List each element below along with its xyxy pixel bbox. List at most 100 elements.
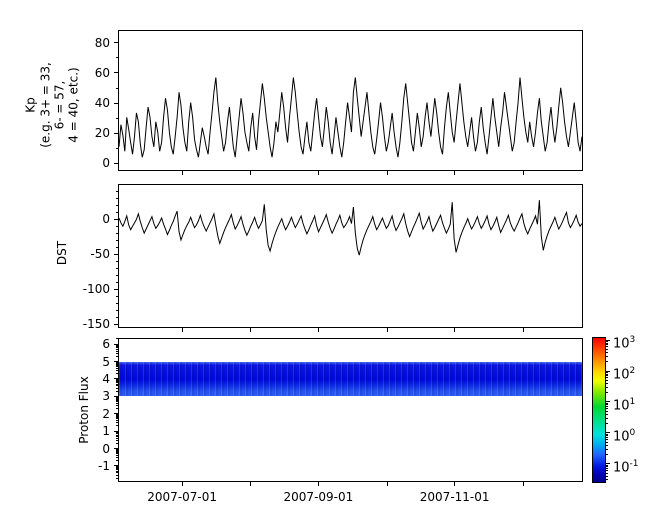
y-tick-minor — [116, 460, 118, 462]
x-tick-month — [387, 328, 389, 332]
colorbar-tick-minor — [606, 348, 608, 350]
y-tick-label: 5 — [102, 354, 110, 369]
flux-colorbar — [592, 337, 606, 483]
y-tick-minor — [116, 387, 118, 389]
y-tick-minor — [116, 211, 118, 213]
colorbar-tick-minor — [606, 413, 608, 415]
colorbar-tick-minor — [606, 410, 608, 412]
y-tick-minor — [116, 417, 118, 419]
y-tick-minor — [116, 404, 118, 406]
colorbar-tick-minor — [606, 454, 608, 455]
y-tick-label: -1 — [98, 458, 110, 473]
y-tick-minor — [116, 420, 118, 422]
colorbar-exponent: 3 — [629, 335, 636, 346]
colorbar-tick-minor — [606, 444, 608, 446]
colorbar-tick-minor — [606, 361, 608, 363]
x-tick-month — [523, 171, 525, 175]
colorbar-tick-minor — [606, 479, 608, 481]
y-tick-minor — [116, 418, 118, 420]
y-tick-minor — [116, 414, 118, 416]
y-tick-minor — [116, 399, 118, 401]
y-tick-minor — [116, 57, 118, 59]
colorbar-tick-minor — [606, 406, 608, 408]
y-tick-minor — [116, 295, 118, 297]
colorbar-tick-minor — [606, 379, 608, 381]
y-tick-major — [114, 253, 118, 255]
proton-flux-heatmap-band — [119, 361, 582, 397]
y-tick-minor — [116, 449, 118, 451]
y-tick-minor — [116, 382, 118, 384]
y-tick-label: 2 — [102, 406, 110, 421]
x-tick-month — [317, 482, 319, 486]
colorbar-exponent: -1 — [629, 458, 639, 469]
y-tick-label: 60 — [94, 65, 110, 80]
colorbar-tick-minor — [606, 377, 608, 379]
y-tick-minor — [116, 239, 118, 241]
colorbar-tick-minor — [606, 342, 608, 344]
y-tick-minor — [116, 396, 118, 398]
y-tick-minor — [116, 370, 118, 372]
heatmap-stripe-texture — [119, 361, 582, 397]
y-tick-label: 3 — [102, 389, 110, 404]
y-tick-minor — [116, 448, 118, 450]
y-tick-minor — [116, 435, 118, 437]
colorbar-tick-label: 10-1 — [613, 458, 639, 476]
y-tick-minor — [116, 422, 118, 424]
x-tick-month — [454, 482, 456, 486]
colorbar-tick-minor — [606, 448, 608, 450]
kp-series-line — [119, 31, 582, 170]
x-tick-month — [181, 328, 183, 332]
colorbar-tick-minor — [606, 351, 608, 353]
y-tick-minor — [116, 397, 118, 399]
y-tick-minor — [116, 147, 118, 149]
y-tick-minor — [116, 381, 118, 383]
y-tick-minor — [116, 281, 118, 283]
colorbar-tick-label: 101 — [613, 396, 636, 414]
colorbar-exponent: 0 — [629, 427, 636, 438]
y-tick-minor — [116, 425, 118, 427]
y-tick-minor — [116, 450, 118, 452]
y-tick-major — [114, 42, 118, 44]
x-tick-month — [249, 482, 251, 486]
y-tick-minor — [116, 468, 118, 470]
colorbar-tick-major — [606, 463, 610, 465]
y-tick-minor — [116, 363, 118, 365]
x-tick-month — [454, 328, 456, 332]
y-tick-minor — [116, 469, 118, 471]
colorbar-tick-minor — [606, 435, 608, 437]
y-tick-major — [114, 102, 118, 104]
y-tick-label: 80 — [94, 35, 110, 50]
y-tick-minor — [116, 274, 118, 276]
colorbar-exponent: 1 — [629, 396, 636, 407]
x-tick-month — [523, 328, 525, 332]
y-tick-label: 1 — [102, 424, 110, 439]
y-tick-minor — [116, 414, 118, 416]
y-tick-minor — [116, 355, 118, 357]
y-tick-major — [114, 448, 118, 450]
x-tick-date-label: 2007-11-01 — [419, 490, 490, 504]
kp-index-polyline — [119, 77, 582, 157]
y-tick-minor — [116, 117, 118, 119]
y-tick-minor — [116, 366, 118, 368]
colorbar-tick-minor — [606, 375, 608, 377]
y-tick-minor — [116, 390, 118, 392]
y-tick-minor — [116, 346, 118, 348]
y-tick-label: -150 — [82, 317, 110, 332]
y-tick-label: 6 — [102, 337, 110, 352]
y-tick-label: 4 — [102, 371, 110, 386]
y-tick-minor — [116, 190, 118, 192]
y-tick-minor — [116, 454, 118, 456]
y-tick-major — [114, 323, 118, 325]
colorbar-tick-label: 100 — [613, 427, 636, 445]
y-tick-minor — [116, 415, 118, 417]
y-tick-label: -50 — [90, 247, 110, 262]
x-tick-month — [523, 482, 525, 486]
y-tick-label: 40 — [94, 96, 110, 111]
y-tick-major — [114, 343, 118, 345]
colorbar-tick-minor — [606, 346, 608, 348]
colorbar-tick-minor — [606, 468, 608, 470]
y-tick-minor — [116, 433, 118, 435]
y-tick-minor — [116, 401, 118, 403]
y-tick-major — [114, 430, 118, 432]
colorbar-tick-major — [606, 339, 610, 341]
